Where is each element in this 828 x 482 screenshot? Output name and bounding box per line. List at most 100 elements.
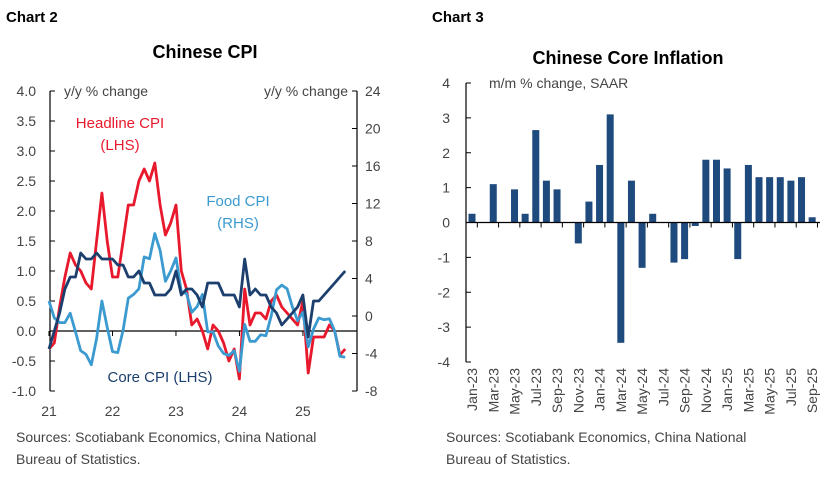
right-tick-label: 16	[365, 158, 381, 174]
x-tick-label: Nov-24	[698, 368, 714, 413]
right-tick-label: 8	[365, 233, 373, 249]
bar-jul-25	[787, 180, 795, 223]
left-tick-label: 0.5	[17, 293, 37, 309]
chart3-ylabel: m/m % change, SAAR	[489, 75, 628, 91]
chart3-source-1: Sources: Scotiabank Economics, China Nat…	[446, 429, 746, 445]
bar-mar-25	[744, 164, 752, 223]
series-line-core-cpi-lhs	[47, 251, 347, 350]
x-tick-label: Mar-23	[485, 368, 501, 413]
left-tick-label: -0.5	[12, 353, 36, 369]
bar-dec-24	[712, 159, 720, 223]
bar-aug-24	[670, 222, 678, 263]
left-tick-label: 3.5	[17, 113, 37, 129]
y-tick-label: 3	[442, 110, 450, 126]
bar-jun-25	[776, 177, 784, 223]
x-tick-label: Mar-24	[613, 368, 629, 413]
x-tick-label: 24	[232, 403, 248, 419]
bar-may-23	[511, 189, 519, 223]
y-tick-label: 1	[442, 180, 450, 196]
bar-feb-24	[606, 114, 614, 223]
bar-oct-24	[691, 222, 699, 226]
x-tick-label: 21	[41, 403, 57, 419]
y-tick-label: -3	[438, 319, 451, 335]
right-tick-label: 0	[365, 308, 373, 324]
bar-jun-24	[649, 213, 657, 223]
chart3-label: Chart 3	[432, 9, 484, 26]
y-tick-label: -2	[438, 284, 451, 300]
x-tick-label: Sep-24	[677, 368, 693, 413]
x-tick-label: Jul-24	[655, 368, 671, 406]
bar-jul-23	[532, 130, 540, 223]
bar-jan-25	[723, 168, 731, 223]
y-tick-label: 0	[442, 215, 450, 231]
chart2-title: Chinese CPI	[152, 42, 257, 62]
x-tick-label: Mar-25	[740, 368, 756, 413]
chart3-title: Chinese Core Inflation	[532, 48, 723, 68]
bar-apr-24	[627, 180, 635, 223]
left-tick-label: 0.0	[17, 323, 37, 339]
x-tick-label: 25	[295, 403, 311, 419]
headline-annotation-1: Headline CPI	[76, 115, 164, 132]
right-tick-label: -8	[365, 383, 378, 399]
right-tick-label: 24	[365, 83, 381, 99]
bar-jun-23	[521, 213, 529, 223]
y-tick-label: 2	[442, 145, 450, 161]
right-tick-label: 20	[365, 121, 381, 137]
chart2-label: Chart 2	[6, 9, 58, 26]
food-annotation-2: (RHS)	[217, 215, 259, 232]
chart3-source-2: Bureau of Statistics.	[446, 451, 571, 467]
bar-sep-25	[808, 217, 816, 223]
chart2-source-1: Sources: Scotiabank Economics, China Nat…	[16, 429, 316, 445]
bar-feb-25	[734, 222, 742, 260]
bar-may-24	[638, 222, 646, 268]
y-tick-label: 4	[442, 75, 450, 91]
left-tick-label: -1.0	[12, 383, 36, 399]
x-tick-label: Sep-23	[549, 368, 565, 413]
chart2-source-2: Bureau of Statistics.	[16, 451, 141, 467]
x-tick-label: 22	[105, 403, 121, 419]
headline-annotation-2: (LHS)	[100, 137, 139, 154]
x-tick-label: May-25	[762, 368, 778, 415]
x-tick-label: Sep-25	[804, 368, 820, 413]
bar-mar-24	[617, 222, 625, 343]
x-tick-label: May-24	[634, 368, 650, 415]
chart2-right-axis-label: y/y % change	[264, 83, 348, 99]
core-annotation: Core CPI (LHS)	[107, 369, 212, 386]
bar-nov-23	[574, 222, 582, 244]
bar-sep-23	[553, 189, 561, 223]
bar-aug-23	[542, 180, 550, 223]
bar-jan-24	[596, 164, 604, 223]
y-tick-label: -1	[438, 249, 451, 265]
left-tick-label: 3.0	[17, 143, 37, 159]
y-tick-label: -4	[438, 354, 451, 370]
x-tick-label: Jan-24	[592, 368, 608, 411]
x-tick-label: 23	[168, 403, 184, 419]
bar-dec-23	[585, 201, 593, 223]
chart2-left-axis-label: y/y % change	[64, 83, 148, 99]
left-tick-label: 4.0	[17, 83, 37, 99]
x-tick-label: Jul-25	[783, 368, 799, 406]
right-tick-label: -4	[365, 346, 378, 362]
right-tick-label: 4	[365, 271, 373, 287]
left-tick-label: 1.5	[17, 233, 37, 249]
bar-sep-24	[681, 222, 689, 260]
left-tick-label: 2.0	[17, 203, 37, 219]
x-tick-label: May-23	[507, 368, 523, 415]
left-tick-label: 1.0	[17, 263, 37, 279]
left-tick-label: 2.5	[17, 173, 37, 189]
bar-nov-24	[702, 159, 710, 223]
x-tick-label: Nov-23	[570, 368, 586, 413]
food-annotation-1: Food CPI	[206, 193, 269, 210]
bar-apr-25	[755, 177, 763, 223]
right-tick-label: 12	[365, 196, 381, 212]
bar-jan-23	[468, 213, 476, 223]
x-tick-label: Jan-23	[464, 368, 480, 411]
bar-mar-23	[489, 184, 497, 223]
bar-may-25	[766, 177, 774, 223]
series-line-headline-cpi-lhs	[47, 161, 347, 381]
x-tick-label: Jan-25	[719, 368, 735, 411]
series-line-food-cpi-rhs	[47, 232, 346, 373]
bar-aug-25	[798, 177, 806, 223]
x-tick-label: Jul-23	[528, 368, 544, 406]
